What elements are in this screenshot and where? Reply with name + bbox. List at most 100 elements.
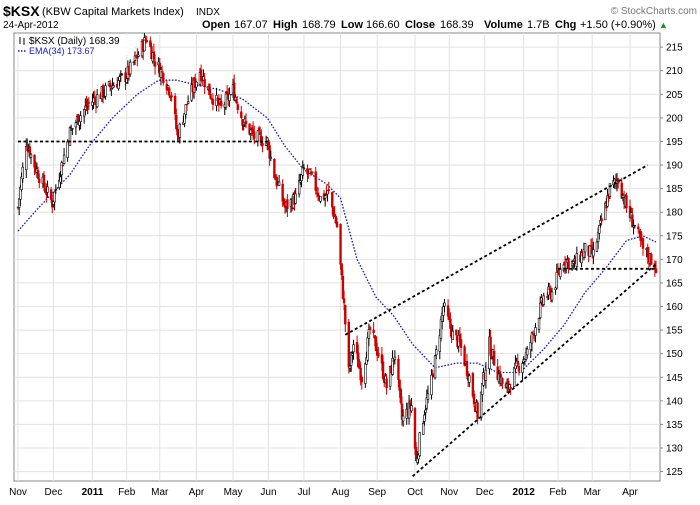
x-axis: Nov Dec 2011 Feb Mar Apr May Jun Jul Aug Sep Oct Nov… — [9, 487, 638, 498]
candle-body — [410, 405, 413, 412]
candle-body — [424, 409, 427, 413]
x-tick-label: 2011 — [82, 487, 104, 498]
candle-body — [25, 146, 28, 171]
candle-body — [418, 432, 421, 457]
candle-body — [385, 378, 388, 389]
candle-body — [377, 352, 380, 357]
candle-body — [459, 339, 463, 348]
candle-body — [36, 170, 40, 179]
candle-body — [399, 388, 402, 403]
candle-body — [555, 271, 558, 289]
candle-body — [86, 105, 89, 107]
candle-body — [53, 191, 56, 203]
candle-body — [54, 188, 58, 191]
candle-body — [413, 408, 417, 449]
y-tick-label: 205 — [666, 90, 683, 101]
candle-body — [451, 330, 454, 340]
candle-body — [301, 167, 304, 176]
candle-body — [513, 367, 516, 387]
candle-body — [162, 73, 165, 84]
candle-body — [539, 302, 542, 318]
candle-body — [319, 195, 322, 202]
candle-body — [294, 193, 297, 204]
candle-body — [501, 378, 504, 384]
candle-body — [344, 305, 347, 325]
candle-body — [316, 192, 320, 197]
candle-body — [125, 78, 128, 83]
candle-body — [583, 243, 587, 253]
candle-body — [537, 318, 541, 330]
candle-body — [654, 268, 658, 274]
x-tick-label: 2012 — [513, 487, 536, 498]
candle-body — [235, 98, 238, 104]
candle-body — [302, 167, 306, 170]
candle-body — [559, 268, 562, 278]
x-tick-label: Dec — [476, 487, 494, 498]
candle-body — [244, 120, 248, 125]
candle-body — [567, 258, 570, 269]
x-tick-label: Nov — [9, 487, 27, 498]
candle-body — [66, 141, 69, 158]
candle-body — [168, 87, 171, 96]
y-tick-label: 190 — [666, 161, 683, 172]
x-tick-label: Jun — [260, 487, 276, 498]
candle-body — [641, 238, 645, 249]
y-tick-label: 170 — [666, 255, 683, 266]
candle-body — [439, 319, 443, 339]
candle-body — [145, 40, 148, 42]
candle-body — [397, 359, 400, 381]
candle-body — [87, 102, 91, 104]
candle-body — [275, 176, 278, 187]
candle-body — [492, 350, 496, 366]
candle-legend-icon — [19, 37, 25, 45]
candle-body — [240, 111, 243, 118]
y-tick-label: 165 — [666, 278, 683, 289]
candle-body — [393, 356, 397, 361]
candle-body — [637, 226, 640, 230]
candle-body — [476, 402, 479, 420]
candle-body — [509, 387, 512, 389]
candle-body — [149, 40, 152, 47]
y-tick-label: 195 — [666, 137, 683, 148]
candle-body — [455, 329, 458, 336]
candle-body — [339, 223, 342, 265]
candle-body — [446, 305, 450, 317]
candle-body — [352, 344, 355, 353]
candle-body — [110, 88, 113, 90]
y-tick-label: 140 — [666, 396, 683, 407]
candle-body — [277, 181, 281, 186]
candle-body — [335, 221, 339, 227]
candle-body — [49, 189, 53, 200]
candle-body — [220, 100, 223, 107]
candle-body — [423, 414, 426, 422]
candle-body — [633, 224, 636, 227]
x-tick-label: Apr — [622, 487, 638, 498]
candle-body — [443, 302, 446, 307]
y-tick-label: 130 — [666, 443, 683, 454]
candle-body — [331, 191, 334, 208]
candle-body — [550, 291, 554, 301]
candle-body — [269, 156, 273, 159]
candle-body — [152, 51, 156, 60]
trendlines — [18, 140, 657, 477]
candle-body — [261, 143, 264, 146]
candle-body — [257, 127, 261, 132]
x-tick-label: Sep — [368, 487, 386, 498]
x-tick-label: Mar — [584, 487, 602, 498]
candle-body — [173, 95, 177, 115]
x-tick-label: Nov — [440, 487, 458, 498]
candle-body — [62, 154, 66, 164]
candle-body — [286, 199, 289, 210]
candle-body — [472, 393, 476, 405]
candle-body — [46, 186, 49, 193]
candle-body — [60, 162, 63, 176]
candle-body — [17, 198, 21, 208]
y-axis: 125 130 135 140 145 150 155 160 165 170 175 180 185 1… — [660, 43, 683, 478]
candle-body — [542, 295, 545, 305]
candle-body — [430, 374, 433, 396]
y-tick-label: 145 — [666, 373, 683, 384]
candle-body — [59, 176, 62, 183]
close-value: 168.39 — [440, 19, 474, 31]
close-label: Close — [405, 19, 435, 31]
